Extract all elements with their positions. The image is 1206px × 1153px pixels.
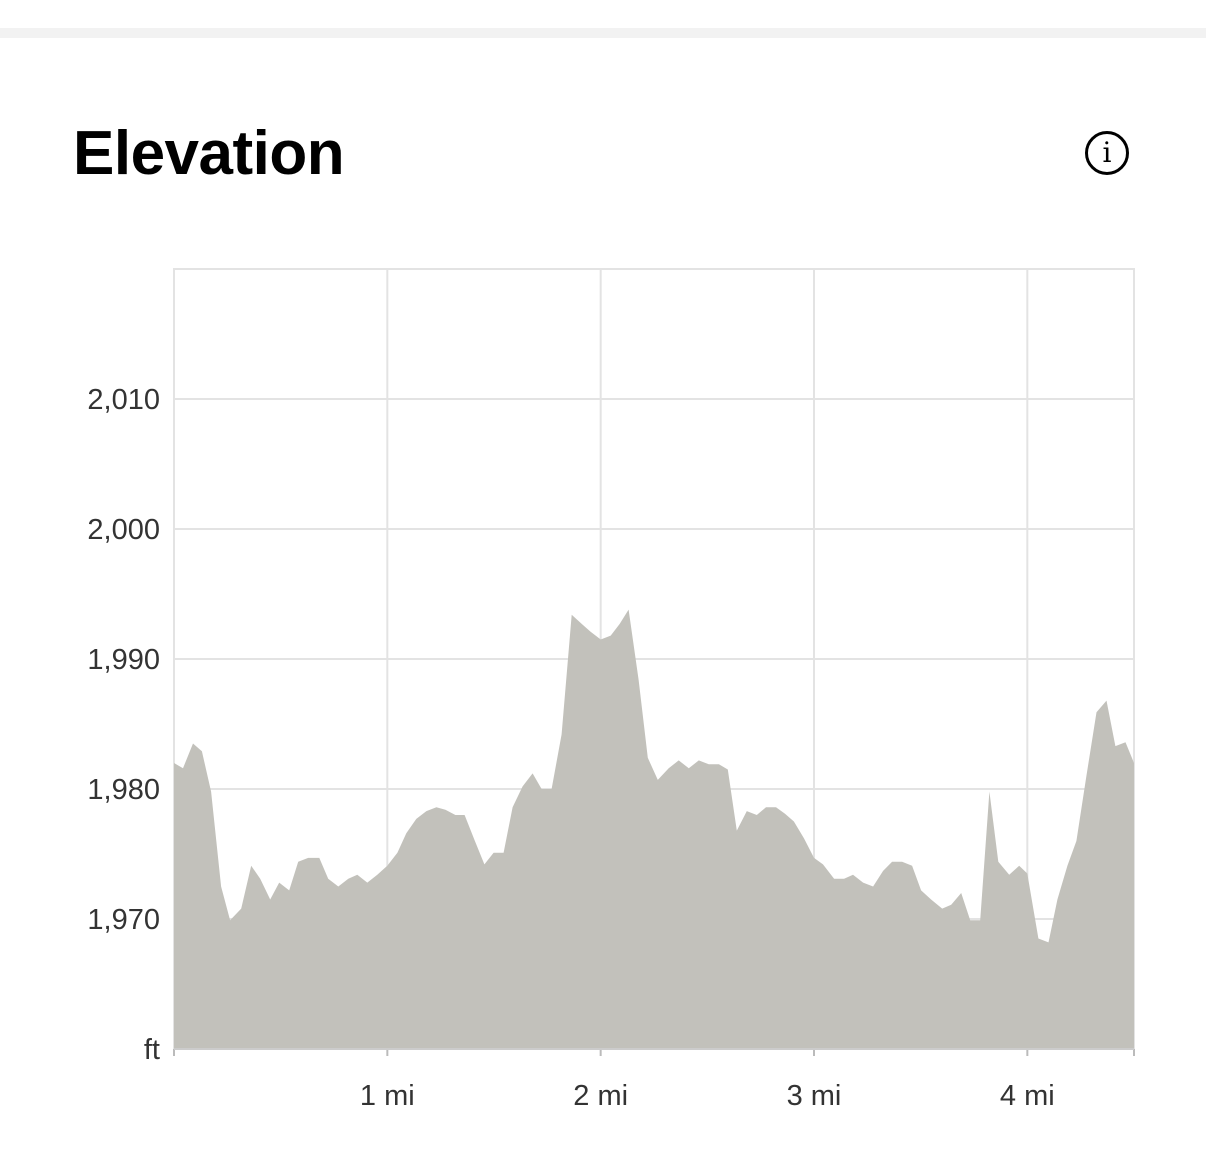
y-tick-label: 1,980 <box>87 774 160 806</box>
info-circle-icon[interactable]: i <box>1085 131 1129 175</box>
y-unit-label: ft <box>144 1034 160 1066</box>
y-tick-label: 2,000 <box>87 514 160 546</box>
page-title: Elevation <box>73 119 345 188</box>
axes: 1,970 1,980 1,990 2,000 2,010 1 mi 2 mi 3 mi 4 m… <box>87 384 1135 1112</box>
y-tick-label: 1,990 <box>87 644 160 676</box>
y-tick-label: 2,010 <box>87 384 160 416</box>
top-divider <box>0 28 1206 38</box>
x-tick-label: 4 mi <box>1000 1080 1055 1112</box>
x-tick-label: 1 mi <box>360 1080 415 1112</box>
y-tick-label: 1,970 <box>87 904 160 936</box>
x-tick-label: 2 mi <box>573 1080 628 1112</box>
elevation-area <box>174 609 1134 1049</box>
x-tick-label: 3 mi <box>787 1080 842 1112</box>
